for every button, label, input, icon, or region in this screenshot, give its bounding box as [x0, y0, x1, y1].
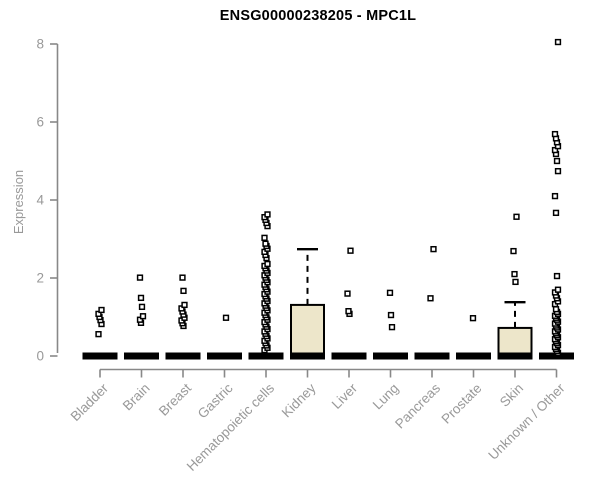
median-bar	[414, 352, 450, 360]
median-bar	[82, 352, 118, 360]
outlier-point	[179, 274, 186, 281]
boxplot-kidney	[290, 247, 325, 360]
boxplot-bladder	[82, 306, 118, 360]
box	[497, 326, 533, 358]
median-bar	[456, 352, 491, 360]
outlier-point	[388, 323, 396, 331]
outlier-point	[552, 209, 560, 217]
median-bar	[497, 352, 533, 360]
boxplot-gastric	[207, 314, 242, 360]
outlier-point	[264, 211, 271, 218]
outlier-point	[553, 157, 561, 165]
boxplot-unknown-other	[539, 38, 574, 360]
y-axis: 0 2 4 6 8	[36, 37, 59, 364]
outlier-point	[222, 314, 230, 321]
y-tick-label: 2	[36, 271, 44, 286]
boxplot-liver	[331, 247, 367, 360]
chart-title: ENSG00000238205 - MPC1L	[219, 8, 417, 24]
median-bar	[207, 352, 242, 360]
median-bar	[124, 352, 159, 360]
boxplot-brain	[124, 274, 159, 360]
outlier-point	[137, 294, 145, 302]
outlier-point	[554, 286, 562, 293]
x-tick-label: Pancreas	[392, 380, 443, 431]
x-tick-label: Breast	[156, 380, 194, 418]
y-tick-label: 8	[36, 37, 44, 52]
outlier-point	[139, 313, 147, 320]
y-tick-label: 4	[36, 193, 44, 208]
median-bar	[331, 352, 367, 360]
x-tick-label: Lung	[370, 381, 402, 413]
boxplot-skin	[497, 213, 533, 360]
outlier-point	[554, 167, 562, 175]
x-tick-label: Skin	[497, 381, 526, 410]
outlier-point	[387, 311, 395, 319]
x-tick-label: Liver	[329, 380, 361, 412]
outlier-point	[427, 295, 434, 302]
outlier-point	[262, 240, 269, 247]
outlier-point	[344, 290, 351, 297]
outlier-point	[551, 192, 559, 200]
outlier-point	[513, 213, 520, 220]
outlier-point	[264, 260, 271, 268]
x-tick-label: Brain	[120, 381, 153, 414]
median-bar	[248, 352, 284, 360]
outlier-point	[386, 289, 394, 296]
box	[290, 303, 325, 358]
boxplot-breast	[165, 274, 201, 360]
outlier-point	[469, 315, 477, 322]
outlier-point	[551, 130, 559, 138]
y-tick-label: 6	[36, 115, 44, 130]
boxplot-lung	[373, 289, 408, 360]
outlier-point	[138, 303, 146, 311]
outlier-point	[261, 234, 268, 241]
outlier-point	[347, 247, 354, 254]
boxplot-prostate	[456, 315, 491, 360]
boxplot-pancreas	[414, 245, 450, 360]
median-bar	[165, 352, 201, 360]
outlier-point	[510, 247, 517, 255]
outlier-point	[345, 308, 352, 315]
outlier-point	[136, 274, 144, 281]
outlier-point	[95, 331, 102, 338]
outlier-point	[552, 306, 560, 313]
median-bar	[290, 352, 325, 360]
outlier-point	[181, 301, 188, 309]
outlier-point	[430, 245, 437, 253]
x-tick-label: Kidney	[279, 380, 319, 420]
outlier-point	[553, 272, 561, 280]
y-tick-label: 0	[36, 349, 44, 364]
outlier-point	[180, 287, 187, 295]
outlier-point	[511, 270, 518, 278]
x-tick-label: Gastric	[195, 380, 236, 421]
outlier-point	[98, 306, 105, 314]
outlier-point	[554, 38, 562, 46]
boxplot-hematopoietic-cells	[248, 211, 284, 360]
x-tick-label: Prostate	[438, 381, 484, 427]
x-tick-label: Bladder	[68, 380, 112, 424]
median-bar	[373, 352, 408, 360]
x-tick-label: Unknown / Other	[485, 380, 568, 463]
outlier-point	[512, 278, 519, 286]
